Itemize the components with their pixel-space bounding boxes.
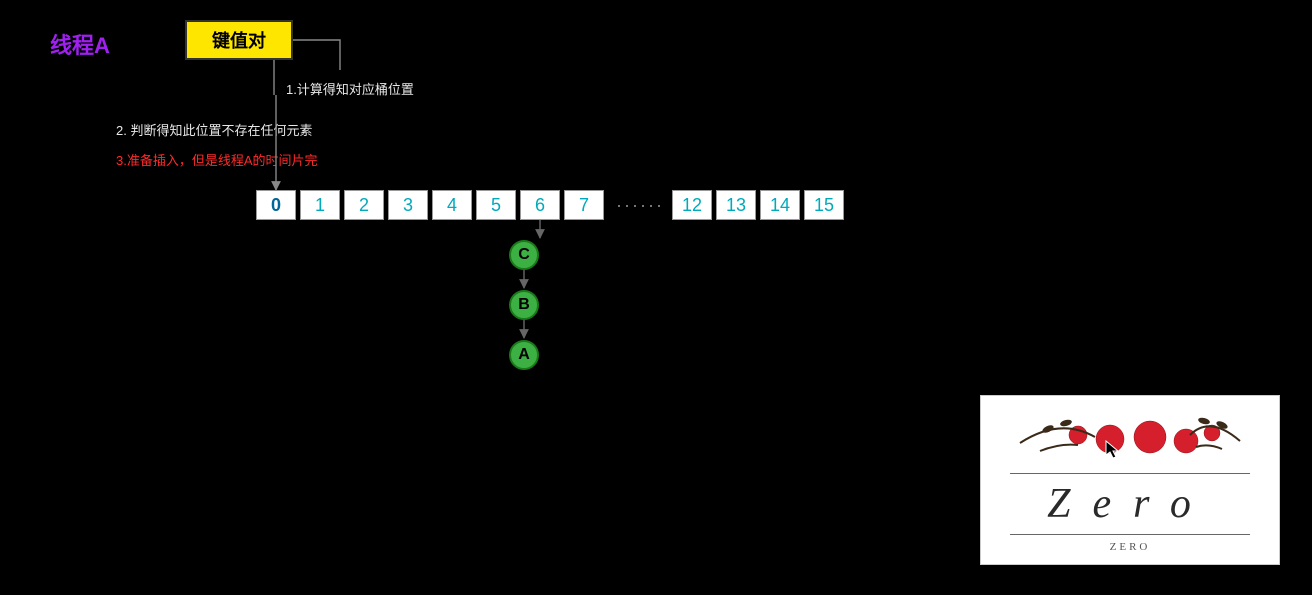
bucket-ellipsis: ······ [616,195,664,216]
bucket-cell: 0 [256,190,296,220]
chain-node: C [509,240,539,270]
bucket-cell: 13 [716,190,756,220]
bucket-cell: 2 [344,190,384,220]
key-value-label: 键值对 [212,27,266,53]
bucket-cell: 12 [672,190,712,220]
step-1-text: 1.计算得知对应桶位置 [286,79,414,98]
bucket-cell: 4 [432,190,472,220]
logo-rule-top [1010,473,1250,474]
diagram-canvas: 线程A 键值对 1.计算得知对应桶位置 2. 判断得知此位置不存在任何元素 3.… [0,0,1312,595]
bucket-cell: 15 [804,190,844,220]
step-3-text: 3.准备插入，但是线程A的时间片完 [116,150,318,169]
key-value-box: 键值对 [185,20,293,60]
bucket-cell: 14 [760,190,800,220]
bucket-cell: 7 [564,190,604,220]
bucket-cell: 5 [476,190,516,220]
bucket-cell: 6 [520,190,560,220]
chain-node: A [509,340,539,370]
logo-sub-text: ZERO [1110,541,1151,553]
logo-main-text: Zero [1047,480,1213,528]
rose-ornament-icon [1000,407,1260,467]
bucket-cell: 1 [300,190,340,220]
bucket-cell: 3 [388,190,428,220]
logo-rule-bottom [1010,534,1250,535]
chain-node: B [509,290,539,320]
step-2-text: 2. 判断得知此位置不存在任何元素 [116,120,312,139]
logo-card: Zero ZERO [980,395,1280,565]
thread-label: 线程A [50,28,110,60]
bucket-array: 01234567······12131415 [256,190,848,220]
